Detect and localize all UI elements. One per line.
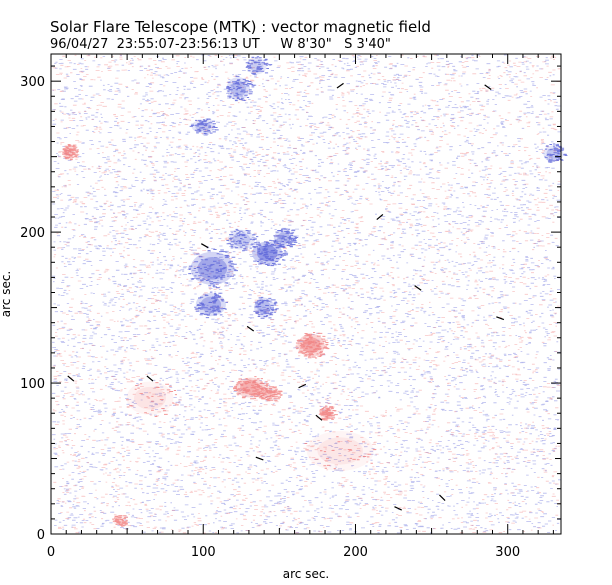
transverse-vector (376, 213, 384, 221)
image-title: Solar Flare Telescope (MTK) : vector mag… (50, 18, 431, 36)
positive-field-texture (52, 54, 561, 534)
axis-ticks: 0 100 200 300 0 100 200 300 (20, 54, 561, 560)
positive-polarity-region (112, 515, 128, 527)
negative-polarity-region (273, 228, 299, 248)
positive-polarity-region (62, 144, 79, 161)
transverse-vector (336, 82, 344, 89)
negative-polarity-region (253, 296, 279, 319)
image-subtitle: 96/04/27 23:55:07-23:56:13 UT W 8'30" S … (50, 37, 391, 52)
x-tick-label: 300 (495, 545, 520, 560)
negative-polarity-region (543, 143, 568, 163)
transverse-vector (439, 494, 446, 502)
y-tick-label: 200 (20, 226, 45, 241)
positive-polarity-region (233, 376, 270, 400)
y-tick-label: 0 (37, 528, 45, 543)
positive-polarity-region (295, 332, 330, 359)
transverse-vector (255, 456, 264, 461)
positive-polarity-region (257, 385, 283, 402)
y-tick-label: 100 (20, 377, 45, 392)
positive-polarity-region (304, 431, 377, 471)
transverse-vector (315, 414, 323, 421)
negative-polarity-region (189, 118, 219, 135)
transverse-vector (67, 375, 75, 382)
negative-field-texture (52, 54, 562, 534)
positive-polarity-region (126, 381, 179, 417)
transverse-vector (414, 285, 422, 291)
x-tick-label: 200 (343, 545, 368, 560)
plot-frame (50, 53, 562, 535)
transverse-vector (484, 84, 492, 90)
transverse-vector (246, 325, 255, 332)
x-tick-label: 100 (191, 545, 216, 560)
negative-polarity-region (245, 56, 273, 75)
negative-polarity-region (252, 239, 289, 267)
x-tick-label: 0 (47, 545, 55, 560)
transverse-vector (394, 506, 402, 511)
transverse-vector (298, 383, 307, 389)
transverse-vector (496, 316, 505, 321)
negative-polarity-region (194, 291, 228, 319)
negative-polarity-region (226, 75, 256, 102)
magnetogram-field (52, 54, 568, 534)
x-axis-label: arc sec. (283, 567, 329, 581)
positive-polarity-region (318, 405, 338, 421)
y-axis-label: arc sec. (0, 271, 13, 317)
negative-polarity-region (188, 249, 238, 289)
transverse-vector (146, 375, 154, 382)
transverse-vector (200, 243, 209, 249)
y-tick-label: 300 (20, 75, 45, 90)
negative-polarity-region (226, 228, 259, 252)
transverse-vectors (67, 82, 505, 511)
